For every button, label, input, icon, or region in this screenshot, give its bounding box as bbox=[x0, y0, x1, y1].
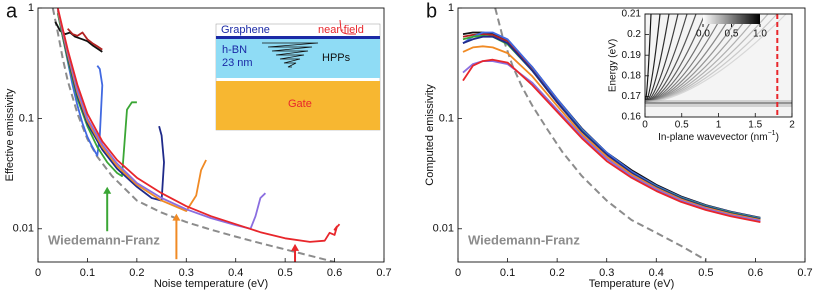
x-axis-label-part: In-plane wavevector (nm bbox=[658, 132, 768, 143]
data-line bbox=[462, 45, 761, 221]
y-tick-label: 1 bbox=[448, 2, 454, 14]
x-tick-label: 0 bbox=[35, 267, 41, 279]
x-tick-label: 0 bbox=[642, 120, 648, 131]
data-line bbox=[462, 58, 761, 223]
graphene-label: Graphene bbox=[221, 24, 270, 36]
x-tick-label: 0 bbox=[455, 267, 461, 279]
colorbar-tick-label: 0.5 bbox=[725, 29, 739, 40]
y-tick-label: 0.19 bbox=[622, 50, 642, 61]
plot-area bbox=[462, 8, 761, 261]
arrow-head bbox=[172, 213, 181, 221]
x-tick-label: 2 bbox=[789, 120, 795, 131]
x-tick-label: 0.6 bbox=[748, 267, 763, 279]
schematic: Graphene near-field h-BN 23 nm HPPs Gate bbox=[215, 19, 381, 131]
y-axis-label: Effective emissivity bbox=[4, 88, 16, 181]
hpp-waves bbox=[262, 42, 319, 68]
x-axis-label: In-plane wavevector (nm−1) bbox=[658, 130, 779, 143]
y-tick-label: 0.1 bbox=[439, 112, 454, 124]
y-tick-label: 1 bbox=[28, 2, 34, 14]
x-axis-label: Noise temperature (eV) bbox=[154, 278, 268, 290]
y-tick-label: 0.01 bbox=[433, 223, 454, 235]
x-tick-label: 0.4 bbox=[649, 267, 664, 279]
y-axis-label: Computed emissivity bbox=[424, 84, 436, 186]
x-tick-label: 0.5 bbox=[277, 267, 292, 279]
hbn-layer bbox=[216, 39, 380, 78]
x-tick-label: 0.3 bbox=[179, 267, 194, 279]
reference-line bbox=[51, 8, 335, 262]
annotation: Wiedemann-Franz bbox=[468, 232, 580, 247]
x-tick-label: 0.6 bbox=[327, 267, 342, 279]
x-tick-label: 1 bbox=[716, 120, 722, 131]
x-tick-label: 0.1 bbox=[80, 267, 95, 279]
panel-label: a bbox=[6, 0, 18, 22]
x-tick-label: 0.7 bbox=[797, 267, 812, 279]
axes-frame bbox=[37, 7, 385, 263]
arrow-head bbox=[103, 186, 112, 194]
hbn-label: h-BN bbox=[222, 44, 247, 56]
near-field-curve bbox=[339, 19, 356, 35]
data-line bbox=[56, 8, 341, 243]
data-line bbox=[67, 28, 103, 51]
gate-label: Gate bbox=[288, 98, 312, 110]
plot-area bbox=[51, 8, 341, 262]
x-axis-label-part: −1 bbox=[768, 130, 776, 137]
x-tick-label: 0.5 bbox=[698, 267, 713, 279]
x-tick-label: 0.7 bbox=[376, 267, 391, 279]
colorbar-tick-label: 1.0 bbox=[753, 29, 767, 40]
x-tick-label: 0.2 bbox=[129, 267, 144, 279]
gate-layer bbox=[216, 81, 380, 130]
arrow-head bbox=[291, 243, 300, 251]
y-tick-label: 0.16 bbox=[622, 112, 642, 123]
data-line bbox=[56, 8, 267, 230]
data-line bbox=[56, 10, 207, 212]
hpps-label: HPPs bbox=[322, 52, 351, 64]
x-tick-label: 0.1 bbox=[500, 267, 515, 279]
colorbar-tick-label: 0.0 bbox=[696, 29, 710, 40]
data-line bbox=[462, 35, 761, 221]
x-tick-label: 0.3 bbox=[599, 267, 614, 279]
graphene-layer bbox=[216, 36, 380, 39]
axes-frame bbox=[644, 13, 793, 118]
y-tick-label: 0.1 bbox=[19, 112, 34, 124]
x-axis-label-part: ) bbox=[776, 132, 779, 143]
reference-line bbox=[494, 8, 707, 261]
x-tick-label: 0.2 bbox=[549, 267, 564, 279]
annotation: Wiedemann-Franz bbox=[48, 232, 160, 247]
y-tick-label: 0.17 bbox=[622, 91, 642, 102]
y-tick-label: 0.2 bbox=[627, 29, 641, 40]
y-tick-label: 0.21 bbox=[622, 9, 642, 20]
x-axis-label: Temperature (eV) bbox=[589, 278, 675, 290]
x-tick-label: 0.4 bbox=[228, 267, 243, 279]
colorbar bbox=[703, 14, 760, 24]
axes-frame bbox=[457, 7, 806, 263]
x-tick-label: 0.5 bbox=[675, 120, 689, 131]
x-tick-label: 1.5 bbox=[748, 120, 762, 131]
thickness-label: 23 nm bbox=[222, 57, 253, 69]
near-field-label: near-field bbox=[318, 24, 364, 36]
y-axis-label: Energy (eV) bbox=[608, 39, 619, 92]
panel-label: b bbox=[426, 0, 437, 22]
data-line bbox=[56, 10, 165, 202]
y-tick-label: 0.18 bbox=[622, 70, 642, 81]
y-tick-label: 0.01 bbox=[13, 223, 34, 235]
